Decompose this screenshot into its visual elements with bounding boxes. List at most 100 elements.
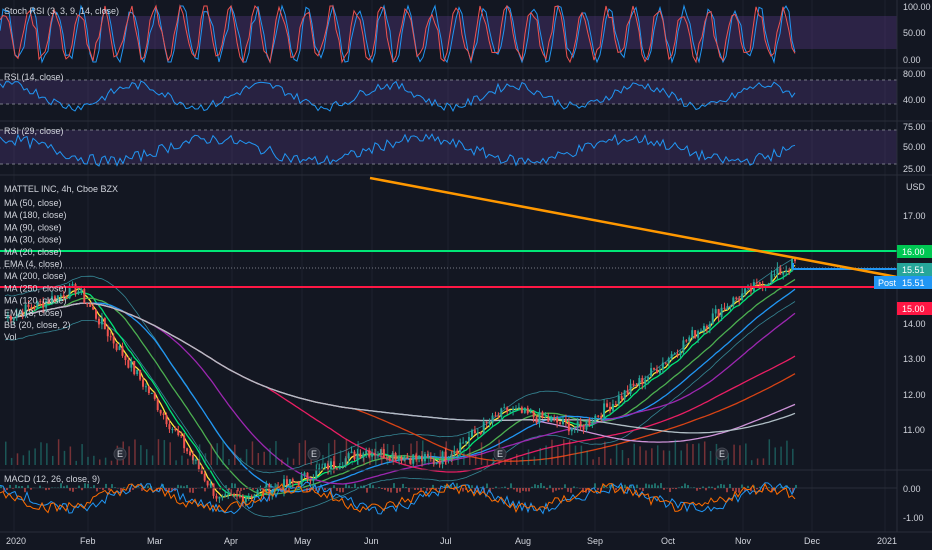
legend-item[interactable]: MA (50, close) [4,198,62,208]
candle-body [638,377,641,386]
volume-bar [557,446,559,465]
macd-bar [195,488,197,489]
macd-bar [186,485,188,488]
candle-body [726,306,729,309]
candle-body [159,410,162,414]
macd-bar [435,488,437,491]
macd-bar [738,488,740,493]
volume-bar [234,444,236,465]
orange-trendline[interactable] [369,176,898,279]
legend-item[interactable]: MA (120, close) [4,296,67,306]
candle-body [479,432,482,435]
legend-item[interactable]: EMA (4, close) [4,259,63,269]
legend-item[interactable]: MA (180, close) [4,210,67,220]
candle-body [153,393,156,399]
candle-body [27,304,30,308]
legend-item[interactable]: MA (20, close) [4,247,62,257]
volume-bar [427,452,430,465]
earnings-marker[interactable] [113,447,127,461]
volume-bar [316,460,318,465]
rsi29-pane[interactable]: RSI (29, close) [0,126,897,167]
volume-bar [5,441,7,465]
earnings-marker-label: E [311,449,317,459]
legend-item[interactable]: MA (90, close) [4,222,62,232]
macd-bar [120,488,122,493]
candle-body [579,421,582,426]
volume-bar [398,443,401,465]
macd-bar [495,486,497,488]
volume-bar [322,454,324,465]
earnings-marker[interactable] [715,447,729,461]
legend-item[interactable]: MA (200, close) [4,271,67,281]
volume-bar [474,455,477,465]
macd-bar [672,488,674,489]
candle-body [300,475,303,486]
macd-bar [564,484,566,488]
volume-bar [727,453,729,465]
candle-body [244,497,247,503]
legend-item[interactable]: Vol [4,332,17,342]
candle-body [45,300,48,308]
macd-bar [630,485,632,488]
macd-bar [102,488,104,491]
macd-bar [183,486,185,488]
earnings-marker[interactable] [307,447,321,461]
macd-bar [696,488,698,491]
volume-bar [621,450,624,465]
macd-bar [123,487,125,488]
macd-bar [453,488,455,491]
macd-bar [417,488,419,490]
macd-bar [678,487,680,488]
macd-bar [444,484,446,488]
price-tick-17: 17.00 [903,211,926,221]
stoch-rsi-pane[interactable]: Stoch RSI (3, 3, 9, 14, close) [0,4,897,64]
candle-body [582,425,585,430]
candle-body [650,368,653,377]
price-axis[interactable]: 100.00 50.00 0.00 80.00 40.00 75.00 50.0… [874,0,932,532]
legend-item[interactable]: EMA (8, close) [4,308,63,318]
macd-pane[interactable]: MACD (12, 26, close, 9) [0,474,897,515]
legend-item[interactable]: MA (30, close) [4,235,62,245]
candle-body [444,451,447,460]
macd-bar [561,488,563,490]
macd-bar [3,488,5,492]
volume-bar [404,458,406,465]
candle-body [33,308,36,310]
volume-bar [651,448,653,465]
macd-bar [618,486,620,488]
macd-bar [789,488,791,490]
candle-body [617,396,620,405]
time-axis[interactable]: 2020 Feb Mar Apr May Jun Jul Aug Sep Oct Nov Dec 202… [0,531,932,546]
volume-bar [292,458,295,465]
volume-bar [639,446,641,465]
candle-body [359,453,362,458]
candle-body [139,369,142,380]
candle-body [441,451,444,465]
legend-item[interactable]: BB (20, close, 2) [4,320,71,330]
candle-body [482,421,485,435]
macd-bar [432,484,434,488]
macd-bar [264,486,266,488]
macd-bar [78,485,80,488]
rsi14-pane[interactable]: RSI (14, close) [0,72,897,113]
earnings-marker[interactable] [493,447,507,461]
volume-bar [662,450,665,465]
volume-bar [656,445,659,465]
stoch-label: Stoch RSI (3, 3, 9, 14, close) [4,6,119,16]
candle-body [291,479,294,483]
volume-bar [686,443,688,465]
candle-body [770,274,773,284]
candle-body [782,271,785,275]
legend-item[interactable]: MA (250, close) [4,283,67,293]
volume-bar [375,441,377,465]
price-pane[interactable]: E E E E MATTEL INC, 4h, Cboe BZX MA (50, cl… [0,176,898,518]
volume-bar [140,445,142,465]
candle-body [194,459,197,461]
candle-body [142,379,145,387]
candle-body [318,468,321,470]
candle-body [253,494,256,498]
macd-bar [471,485,473,488]
macd-bar [687,485,689,488]
candle-body [517,407,520,409]
